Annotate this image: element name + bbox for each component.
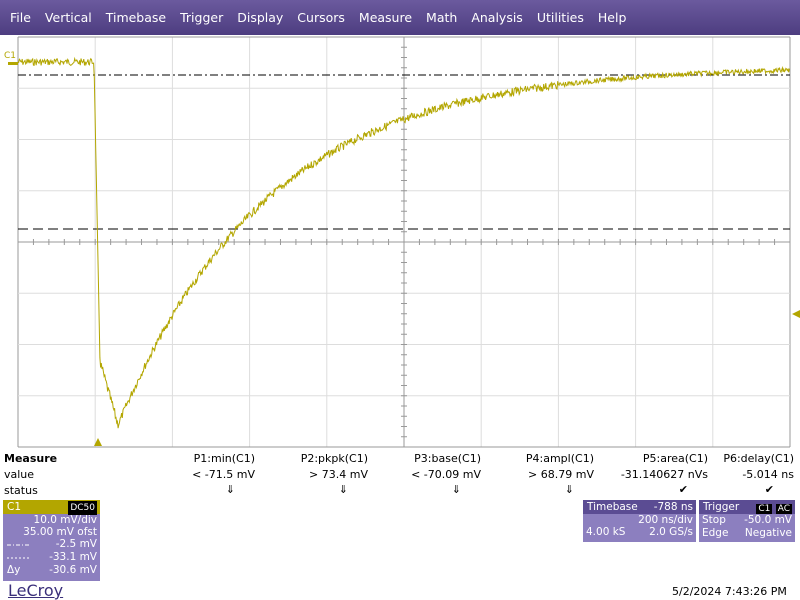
measure-status: ⇓ bbox=[225, 483, 235, 496]
timebase-delay: -788 ns bbox=[653, 501, 693, 513]
sample-rate: 2.0 GS/s bbox=[649, 526, 693, 538]
measure-header: P3:base(C1) bbox=[414, 452, 481, 465]
timestamp: 5/2/2024 7:43:26 PM bbox=[672, 585, 787, 598]
trigger-box[interactable]: Trigger C1 AC Stop -50.0 mV Edge Negative bbox=[699, 500, 795, 542]
measure-status: ✔ bbox=[678, 483, 688, 496]
coupling: DC50 bbox=[68, 501, 97, 515]
grid bbox=[17, 36, 791, 448]
samples: 4.00 kS bbox=[586, 526, 626, 538]
trigger-title: Trigger bbox=[703, 501, 740, 513]
measure-status: ✔ bbox=[764, 483, 774, 496]
measure-header: P1:min(C1) bbox=[193, 452, 255, 465]
measure-header: P4:ampl(C1) bbox=[525, 452, 594, 465]
trigger-channel: C1 bbox=[756, 504, 773, 514]
measure-title: Measure bbox=[4, 452, 58, 465]
trigger-level: -50.0 mV bbox=[744, 514, 792, 526]
trigger-type: Edge bbox=[702, 527, 729, 539]
trace-label: C1 bbox=[4, 51, 16, 61]
measure-header: P5:area(C1) bbox=[642, 452, 708, 465]
offset-marker bbox=[8, 62, 18, 65]
measure-value: < -70.09 mV bbox=[411, 468, 481, 481]
menu-item[interactable]: Trigger bbox=[180, 10, 224, 25]
measure-status: ⇓ bbox=[451, 483, 461, 496]
row-label: status bbox=[4, 484, 38, 497]
cursor2-value: -33.1 mV bbox=[49, 551, 97, 563]
measure-status: ⇓ bbox=[338, 483, 348, 496]
delta-label: Δy bbox=[7, 564, 21, 576]
time-per-div: 200 ns/div bbox=[638, 514, 693, 526]
cursor1-style bbox=[7, 544, 31, 546]
measure-header: P6:delay(C1) bbox=[723, 452, 794, 465]
measure-value: > 73.4 mV bbox=[309, 468, 368, 481]
menu-item[interactable]: Measure bbox=[358, 10, 413, 25]
channel-box[interactable]: C1 DC50 10.0 mV/div 35.00 mV ofst -2.5 mV… bbox=[3, 500, 100, 581]
offset: 35.00 mV ofst bbox=[23, 526, 97, 538]
menu-bar: File Vertical Timebase Trigger Display Cursor… bbox=[0, 0, 800, 35]
menu-item[interactable]: File bbox=[10, 10, 31, 25]
timebase-title: Timebase bbox=[587, 501, 638, 513]
trigger-level-marker bbox=[792, 310, 800, 318]
menu-item[interactable]: Analysis bbox=[471, 10, 523, 25]
trigger-mode: Stop bbox=[702, 514, 726, 526]
measure-value: -31.140627 nVs bbox=[620, 468, 708, 481]
trigger-slope: Negative bbox=[744, 527, 792, 539]
cursor1-value: -2.5 mV bbox=[55, 538, 97, 550]
trace bbox=[17, 56, 790, 429]
cursor2-style bbox=[7, 557, 31, 559]
measure-value: > 68.79 mV bbox=[528, 468, 594, 481]
menu-item[interactable]: Timebase bbox=[105, 10, 167, 25]
trigger-coupling: AC bbox=[775, 504, 792, 514]
channel-header: C1 DC50 bbox=[3, 500, 100, 515]
menu-item[interactable]: Vertical bbox=[44, 10, 92, 25]
menu-item[interactable]: Help bbox=[597, 10, 627, 25]
channel-name: C1 bbox=[7, 501, 22, 513]
waveform-display: C1 bbox=[4, 36, 800, 448]
measure-status: ⇓ bbox=[564, 483, 574, 496]
measure-value: -5.014 ns bbox=[742, 468, 794, 481]
menu-item[interactable]: Cursors bbox=[297, 10, 345, 25]
brand: LeCroy bbox=[8, 581, 64, 600]
scale: 10.0 mV/div bbox=[33, 514, 97, 526]
timebase-header: Timebase -788 ns bbox=[583, 500, 696, 514]
trigger-position-marker bbox=[94, 438, 102, 446]
row-label: value bbox=[4, 468, 35, 481]
measure-header: P2:pkpk(C1) bbox=[300, 452, 368, 465]
menu-item[interactable]: Utilities bbox=[536, 10, 584, 25]
menu-item[interactable]: Display bbox=[237, 10, 284, 25]
trigger-header: Trigger C1 AC bbox=[699, 500, 795, 514]
measure-value: < -71.5 mV bbox=[192, 468, 255, 481]
menu-item[interactable]: Math bbox=[426, 10, 458, 25]
delta-value: -30.6 mV bbox=[49, 564, 97, 576]
timebase-box[interactable]: Timebase -788 ns 200 ns/div 4.00 kS 2.0 GS… bbox=[583, 500, 696, 542]
